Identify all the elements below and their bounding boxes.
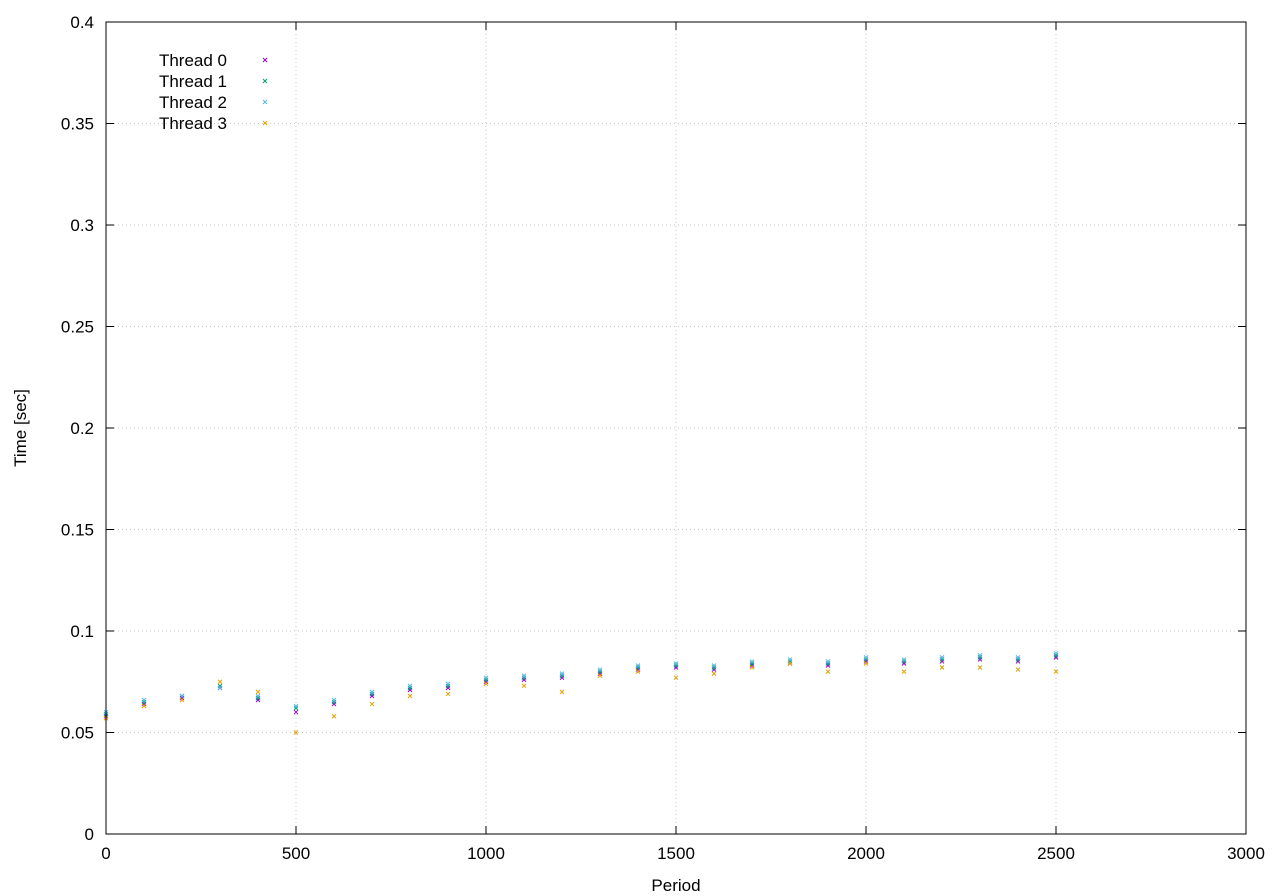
y-tick-label: 0.25 xyxy=(61,318,94,337)
data-point xyxy=(407,693,413,699)
series-thread-3 xyxy=(103,661,1059,735)
data-point xyxy=(597,673,603,679)
points-layer xyxy=(103,650,1059,735)
data-point xyxy=(901,669,907,674)
data-point xyxy=(825,669,831,674)
legend-label: Thread 0 xyxy=(159,51,227,70)
data-point xyxy=(749,665,755,670)
data-point xyxy=(977,653,983,658)
y-axis-label: Time [sec] xyxy=(11,389,30,467)
legend-label: Thread 1 xyxy=(159,72,227,91)
data-point xyxy=(255,689,261,695)
legend-marker xyxy=(262,120,268,126)
x-axis-label: Period xyxy=(651,876,700,895)
data-point xyxy=(597,667,603,672)
data-point xyxy=(1053,669,1059,674)
data-point xyxy=(863,661,869,666)
grid xyxy=(106,22,1246,834)
data-point xyxy=(445,681,451,687)
data-point xyxy=(787,661,793,666)
data-point xyxy=(331,713,337,719)
data-point xyxy=(407,683,413,689)
x-tick-label: 0 xyxy=(101,844,110,863)
x-tick-label: 1500 xyxy=(657,844,695,863)
data-point xyxy=(749,659,755,664)
data-point xyxy=(179,697,185,703)
data-point xyxy=(863,655,869,660)
legend-marker xyxy=(262,99,268,105)
legend-marker xyxy=(262,57,268,63)
data-point xyxy=(1053,650,1059,656)
data-point xyxy=(141,697,147,703)
data-point xyxy=(787,657,793,662)
data-point xyxy=(825,659,831,664)
x-tick-label: 2000 xyxy=(847,844,885,863)
data-point xyxy=(293,730,299,735)
y-tick-label: 0.2 xyxy=(70,419,94,438)
y-tick-label: 0.15 xyxy=(61,521,94,540)
data-point xyxy=(369,701,375,707)
data-point xyxy=(939,655,945,660)
data-point xyxy=(293,709,299,715)
legend-label: Thread 3 xyxy=(159,114,227,133)
data-point xyxy=(331,697,337,703)
axis-ticks: 0 500 1000 1500 2000 2500 3000 0 0.05 0.1 0.15 0.2 0… xyxy=(61,13,1265,863)
y-tick-label: 0.05 xyxy=(61,724,94,743)
y-tick-label: 0.35 xyxy=(61,115,94,134)
y-tick-label: 0 xyxy=(85,825,94,844)
series-thread-2 xyxy=(103,650,1059,715)
data-point xyxy=(293,703,299,709)
series-thread-1 xyxy=(103,653,1059,717)
y-tick-label: 0.3 xyxy=(70,216,94,235)
legend-label: Thread 2 xyxy=(159,93,227,112)
data-point xyxy=(1015,655,1021,660)
data-point xyxy=(711,663,717,668)
x-tick-label: 1000 xyxy=(467,844,505,863)
data-point xyxy=(939,665,945,670)
x-tick-label: 2500 xyxy=(1037,844,1075,863)
y-tick-label: 0.4 xyxy=(70,13,94,32)
data-point xyxy=(217,679,223,685)
data-point xyxy=(217,685,223,691)
data-point xyxy=(445,691,451,697)
data-point xyxy=(483,675,489,681)
data-point xyxy=(369,689,375,695)
data-point xyxy=(673,661,679,666)
x-tick-label: 3000 xyxy=(1227,844,1265,863)
data-point xyxy=(521,673,527,679)
data-point xyxy=(521,683,527,689)
legend: Thread 0 Thread 1 Thread 2 Thread 3 xyxy=(159,51,268,133)
data-point xyxy=(179,693,185,699)
data-point xyxy=(483,681,489,687)
data-point xyxy=(1015,667,1021,672)
data-point xyxy=(559,689,565,695)
data-point xyxy=(977,665,983,670)
x-tick-label: 500 xyxy=(282,844,310,863)
data-point xyxy=(673,675,679,681)
data-point xyxy=(711,671,717,676)
data-point xyxy=(559,671,565,676)
data-point xyxy=(635,669,641,674)
data-point xyxy=(141,703,147,709)
y-tick-label: 0.1 xyxy=(70,622,94,641)
legend-marker xyxy=(262,78,268,84)
data-point xyxy=(635,663,641,668)
data-point xyxy=(901,657,907,662)
series-thread-0 xyxy=(103,655,1059,719)
data-point xyxy=(255,693,261,699)
